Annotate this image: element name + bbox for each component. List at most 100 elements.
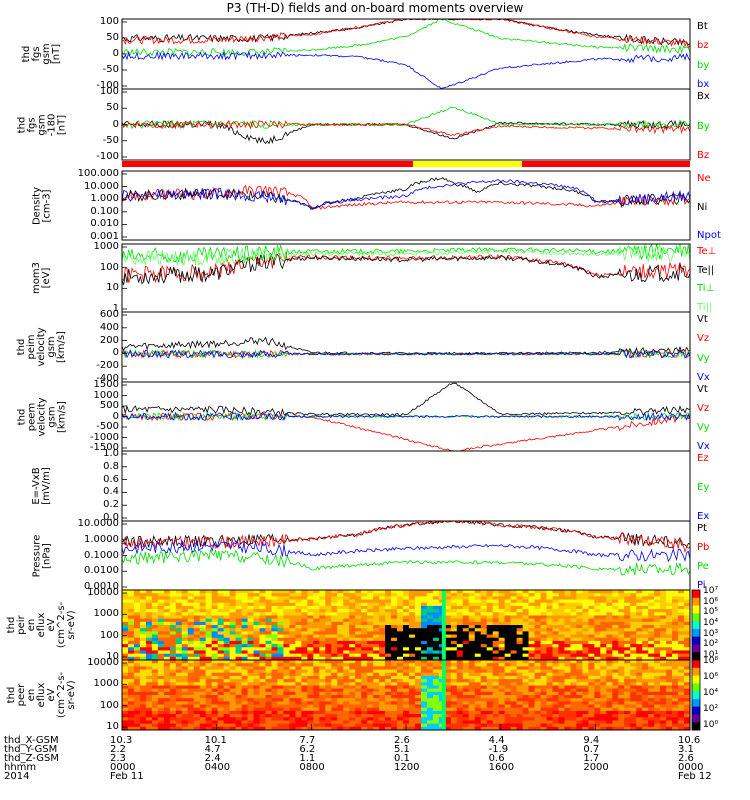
heatmap-cell [289, 704, 296, 709]
heatmap-cell [588, 605, 595, 610]
heatmap-cell [139, 596, 147, 601]
heatmap-cell [552, 656, 559, 660]
heatmap-cell [397, 605, 404, 610]
heatmap-cell [498, 669, 506, 674]
heatmap-cell [516, 701, 524, 706]
heatmap-cell [606, 647, 613, 651]
heatmap-cell [420, 637, 428, 642]
heatmap-cell [486, 631, 494, 636]
heatmap-cell [229, 628, 237, 632]
heatmap-cell [636, 596, 643, 601]
heatmap-cell [295, 698, 302, 702]
heatmap-cell [295, 710, 302, 715]
heatmap-cell [157, 640, 165, 645]
heatmap-cell [349, 698, 356, 702]
heatmap-cell [127, 720, 135, 725]
heatmap-cell [522, 625, 530, 629]
heatmap-cell [546, 628, 553, 632]
heatmap-cell [361, 723, 368, 728]
heatmap-cell [624, 637, 631, 642]
heatmap-cell [468, 679, 476, 683]
heatmap-cell [367, 593, 374, 597]
heatmap-cell [426, 666, 434, 671]
heatmap-cell [193, 653, 201, 658]
heatmap-cell [253, 647, 261, 651]
heatmap-cell [480, 663, 488, 667]
heatmap-cell [450, 640, 458, 645]
heatmap-cell [432, 590, 440, 594]
heatmap-cell [408, 602, 416, 607]
heatmap-cell [181, 704, 189, 709]
y-tick-label: 1000 [93, 241, 119, 252]
heatmap-cell [684, 710, 690, 715]
heatmap-cell [337, 605, 344, 610]
heatmap-cell [498, 618, 506, 623]
heatmap-cell [277, 647, 284, 651]
heatmap-cell [307, 710, 314, 715]
heatmap-cell [534, 612, 542, 616]
heatmap-cell [385, 621, 392, 626]
legend-entry: Pi [697, 580, 706, 591]
heatmap-cell [283, 714, 290, 718]
heatmap-cell [426, 593, 434, 597]
heatmap-cell [355, 625, 362, 629]
heatmap-cell [480, 618, 488, 623]
heatmap-cell [594, 621, 601, 626]
heatmap-cell [241, 650, 249, 655]
heatmap-cell [618, 714, 625, 718]
heatmap-cell [564, 666, 571, 671]
heatmap-cell [480, 637, 488, 642]
heatmap-cell [337, 612, 344, 616]
heatmap-cell [456, 590, 464, 594]
heatmap-cell [205, 675, 213, 680]
heatmap-cell [127, 695, 135, 699]
y-tick-label: 50 [106, 32, 119, 43]
heatmap-cell [564, 602, 571, 607]
heatmap-cell [283, 631, 290, 636]
heatmap-cell [343, 640, 350, 645]
heatmap-cell [618, 688, 625, 693]
heatmap-cell [265, 688, 272, 693]
heatmap-cell [666, 663, 673, 667]
heatmap-cell [385, 726, 392, 730]
heatmap-cell [157, 605, 165, 610]
heatmap-cell [289, 685, 296, 690]
heatmap-cell [684, 672, 690, 677]
heatmap-cell [486, 701, 494, 706]
heatmap-cell [331, 701, 338, 706]
heatmap-cell [223, 612, 231, 616]
heatmap-cell [660, 717, 667, 721]
heatmap-cell [235, 640, 243, 645]
heatmap-cell [552, 605, 559, 610]
region-bar [413, 161, 522, 167]
heatmap-cell [546, 717, 553, 721]
heatmap-cell [169, 605, 177, 610]
heatmap-cell [588, 650, 595, 655]
heatmap-cell [307, 596, 314, 601]
heatmap-cell [169, 666, 177, 671]
heatmap-cell [432, 628, 440, 632]
heatmap-cell [642, 602, 649, 607]
heatmap-cell [684, 631, 690, 636]
heatmap-cell [211, 723, 219, 728]
heatmap-cell [600, 637, 607, 642]
heatmap-cell [247, 637, 255, 642]
heatmap-cell [157, 602, 165, 607]
heatmap-cell [295, 679, 302, 683]
heatmap-cell [373, 682, 380, 686]
heatmap-cell [426, 612, 434, 616]
heatmap-cell [343, 704, 350, 709]
heatmap-cell [397, 663, 404, 667]
heatmap-cell [181, 602, 189, 607]
y-axis-label: thd fgs gsm -180 [nT] [16, 89, 67, 160]
heatmap-cell [630, 723, 637, 728]
heatmap-cell [516, 593, 524, 597]
heatmap-cell [420, 675, 428, 680]
heatmap-cell [450, 704, 458, 709]
heatmap-cell [397, 602, 404, 607]
heatmap-cell [187, 656, 195, 660]
heatmap-cell [211, 726, 219, 730]
heatmap-cell [642, 707, 649, 712]
heatmap-cell [235, 726, 243, 730]
heatmap-cell [486, 675, 494, 680]
